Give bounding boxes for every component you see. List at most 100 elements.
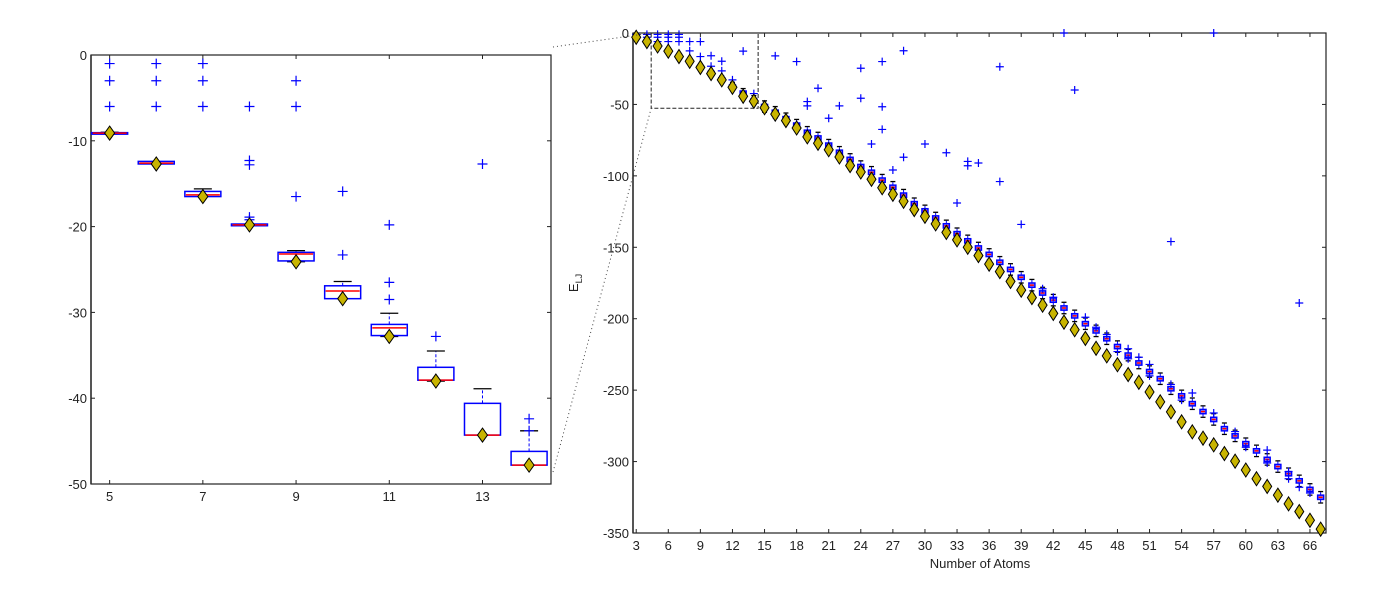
plus-icon — [477, 158, 488, 169]
plus-icon — [151, 58, 162, 69]
plus-icon — [151, 101, 162, 112]
x-tick-label: 48 — [1110, 538, 1124, 553]
x-axis-label: Number of Atoms — [930, 556, 1031, 571]
diamond-icon — [973, 247, 984, 264]
plus-icon — [771, 51, 780, 60]
x-tick-label: 6 — [665, 538, 672, 553]
box-N44 — [1070, 309, 1079, 323]
diamond-icon — [919, 208, 931, 225]
plus-icon — [792, 57, 801, 66]
diamond-icon — [150, 156, 162, 172]
plus-icon — [244, 101, 255, 112]
x-tick-label: 45 — [1078, 538, 1092, 553]
x-tick-label: 9 — [697, 538, 704, 553]
diamond-icon — [337, 290, 349, 307]
box-N67 — [1316, 490, 1325, 504]
plus-icon — [1059, 29, 1068, 37]
plus-icon — [1102, 330, 1111, 339]
plus-icon — [1070, 86, 1079, 94]
diamond-icon — [1069, 321, 1080, 338]
plus-icon — [856, 94, 865, 103]
y-tick-label: -50 — [68, 477, 87, 492]
x-tick-label: 3 — [633, 538, 640, 553]
plus-icon — [1134, 353, 1143, 362]
diamond-icon — [1272, 487, 1283, 504]
plus-icon — [1177, 396, 1186, 405]
box-N55 — [1188, 397, 1197, 411]
zoom-connector-top — [552, 32, 652, 48]
y-tick-label: -150 — [603, 240, 629, 255]
diamond-icon — [1133, 374, 1144, 391]
x-tick-label: 11 — [383, 489, 397, 504]
plus-icon — [337, 249, 348, 260]
plus-icon — [995, 62, 1004, 71]
y-tick-label: -250 — [603, 383, 629, 398]
plus-icon — [1188, 389, 1197, 397]
y-axis-label: ELJ — [566, 274, 584, 292]
plus-icon — [814, 84, 823, 93]
diamond-icon — [823, 141, 834, 158]
diamond-icon — [812, 135, 824, 152]
plus-icon — [1166, 380, 1175, 389]
y-tick-label: -10 — [68, 134, 87, 149]
y-tick-label: 0 — [622, 26, 629, 41]
plus-icon — [244, 159, 255, 170]
plus-icon — [1263, 459, 1272, 467]
x-tick-label: 60 — [1239, 538, 1253, 553]
diamond-icon — [738, 88, 749, 105]
plus-icon — [674, 37, 683, 46]
plus-icon — [104, 75, 115, 86]
x-tick-label: 30 — [918, 538, 932, 553]
diamond-icon — [759, 99, 770, 116]
diamond-icon — [1080, 330, 1091, 347]
diamond-icon — [430, 373, 442, 389]
diamond-icon — [930, 215, 941, 232]
plus-icon — [1209, 29, 1218, 37]
diamond-icon — [1112, 356, 1123, 373]
plus-icon — [1145, 371, 1154, 380]
x-tick-label: 9 — [292, 489, 299, 504]
diamond-icon — [1101, 347, 1112, 364]
diamond-icon — [673, 48, 685, 65]
diamond-icon — [716, 71, 727, 88]
plus-icon — [707, 51, 716, 60]
diamond-icon — [1037, 297, 1048, 314]
plus-icon — [963, 161, 972, 170]
box-N58 — [1220, 422, 1229, 436]
diamond-icon — [705, 65, 717, 82]
plus-icon — [803, 101, 812, 110]
plus-icon — [384, 219, 395, 230]
diamond-icon — [877, 179, 888, 196]
plus-icon — [291, 75, 302, 86]
diamond-icon — [1090, 340, 1102, 357]
diamond-icon — [780, 112, 792, 129]
y-tick-label: -300 — [603, 455, 629, 470]
plus-icon — [717, 57, 726, 66]
diamond-icon — [1187, 423, 1198, 440]
diamond-icon — [1262, 478, 1273, 495]
plus-icon — [856, 64, 865, 73]
plus-icon — [835, 101, 844, 110]
x-tick-label: 66 — [1303, 538, 1317, 553]
zoom-connector-bottom — [552, 108, 652, 473]
right-boxplot-panel: 3 6 9 12 15 18 21 24 27 30 33 36 39 42 45 48 51 54 57 60 63 6… — [603, 26, 1327, 553]
diamond-icon — [663, 43, 674, 60]
diamond-icon — [684, 53, 695, 70]
plus-icon — [384, 277, 395, 288]
plus-icon — [1166, 237, 1175, 246]
diamond-icon — [1165, 403, 1177, 420]
plus-icon — [696, 52, 705, 61]
y-axis-label-sub: LJ — [574, 274, 584, 284]
plus-icon — [1092, 323, 1101, 332]
x-tick-label: 42 — [1046, 538, 1060, 553]
plus-icon — [337, 186, 348, 197]
diamond-icon — [1283, 495, 1294, 512]
diamond-icon — [1048, 305, 1059, 322]
x-tick-label: 24 — [854, 538, 868, 553]
diamond-icon — [994, 263, 1005, 280]
x-tick-label: 63 — [1271, 538, 1285, 553]
x-tick-label: 21 — [821, 538, 835, 553]
plus-icon — [104, 58, 115, 69]
diamond-icon — [1294, 503, 1305, 520]
plus-icon — [899, 153, 908, 162]
